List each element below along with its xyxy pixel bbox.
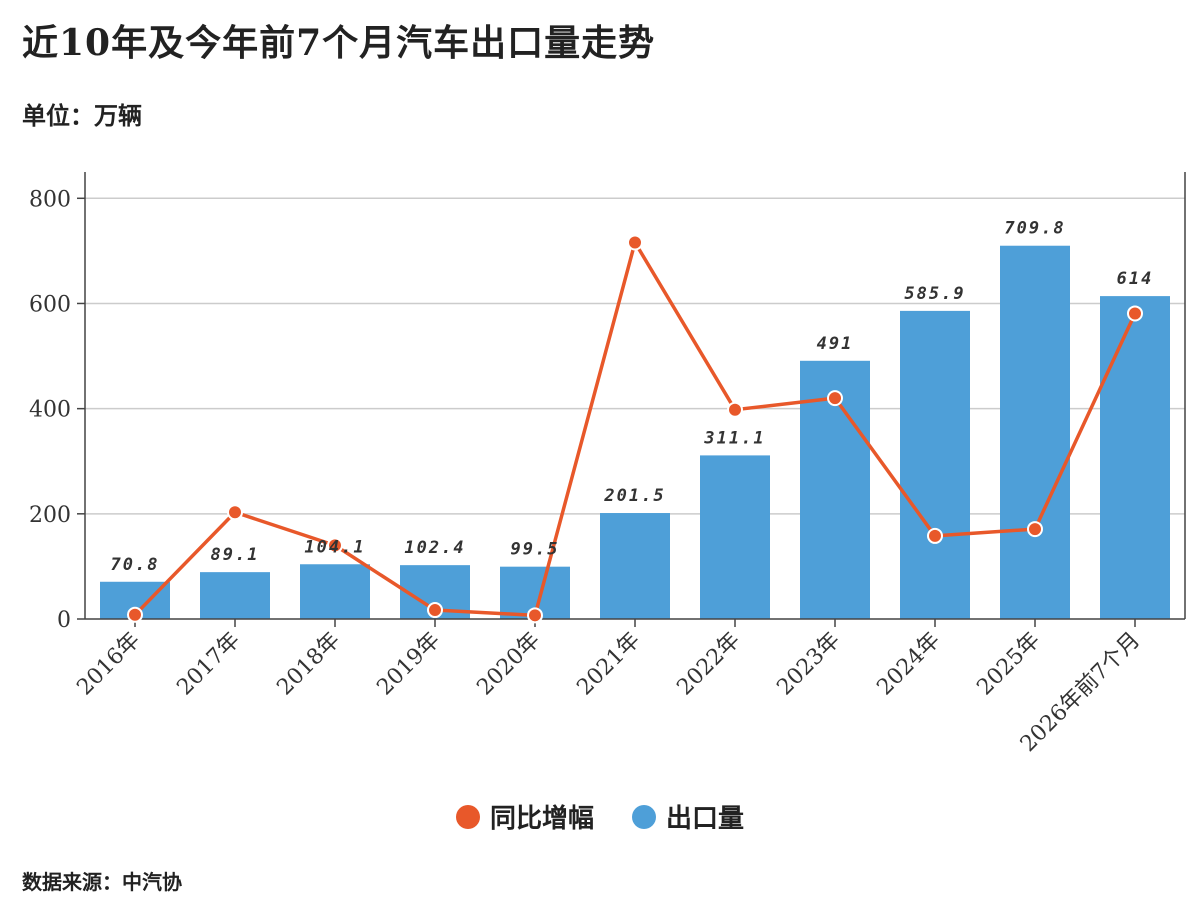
chart-title: 近10年及今年前7个月汽车出口量走势 [22,22,656,64]
growth-line [127,234,1143,624]
x-tick-label-8: 2024年 [872,628,945,701]
y-tick-label-200: 200 [29,503,71,528]
legend-swatch-growth [455,804,480,829]
unit-label: 单位：万辆 [22,101,142,130]
x-tick-label-2: 2018年 [272,628,345,701]
bar-label-8: 585.9 [904,284,965,304]
y-tick-label-600: 600 [29,292,71,317]
bar-6 [700,455,770,619]
legend-label-growth: 同比增幅 [489,804,594,834]
bar-8 [900,310,970,619]
bar-label-2: 104.1 [304,537,365,557]
growth-point-1 [227,504,243,521]
bar-label-5: 201.5 [603,486,665,506]
growth-point-6 [727,401,743,418]
bar-label-9: 709.8 [1004,219,1065,239]
x-tick-label-0: 2016年 [72,628,145,701]
legend-item-exports[interactable]: 出口量 [632,798,744,835]
bar-label-6: 311.1 [703,428,765,448]
growth-point-5 [627,234,643,251]
growth-point-10 [1127,305,1143,322]
bar-label-4: 99.5 [511,540,560,560]
data-labels: 70.8 89.1 104.1 102.4 99.5 201.5 311.1 491 585.9… [111,219,1154,575]
legend-item-growth[interactable]: 同比增幅 [455,798,594,835]
bar-1 [200,572,270,619]
bar-2 [300,564,370,619]
bars [100,245,1170,619]
x-tick-label-7: 2023年 [772,628,845,701]
y-tick-label-0: 0 [57,608,71,633]
legend-label-exports: 出口量 [666,804,745,834]
bar-label-10: 614 [1117,269,1154,289]
x-tick-label-5: 2021年 [572,628,645,701]
growth-point-8 [927,527,943,544]
y-tick-label-400: 400 [29,398,71,423]
x-tick-label-9: 2025年 [972,628,1045,701]
growth-point-9 [1027,521,1043,538]
bar-9 [1000,245,1070,619]
bar-10 [1100,296,1170,619]
growth-point-7 [827,390,843,407]
x-tick-label-6: 2022年 [672,628,745,701]
bar-5 [600,513,670,619]
growth-point-4 [527,607,543,624]
data-source: 数据来源：中汽协 [22,870,182,894]
legend: 同比增幅 出口量 [0,798,1200,835]
bar-label-1: 89.1 [211,545,260,565]
legend-swatch-exports [632,804,656,829]
y-tick-label-800: 800 [29,187,71,212]
x-tick-label-1: 2017年 [172,628,245,701]
chart-svg: 0 200 400 600 800 2016年 2017年 2018年 2019年 2020年 20… [29,172,1186,757]
bar-label-3: 102.4 [404,538,465,558]
growth-point-3 [427,602,443,619]
x-tick-label-4: 2020年 [472,628,545,701]
x-tick-label-3: 2019年 [372,628,445,701]
growth-point-2 [327,537,343,554]
bar-label-0: 70.8 [111,555,160,575]
bar-label-7: 491 [817,334,854,354]
growth-point-0 [127,606,143,623]
